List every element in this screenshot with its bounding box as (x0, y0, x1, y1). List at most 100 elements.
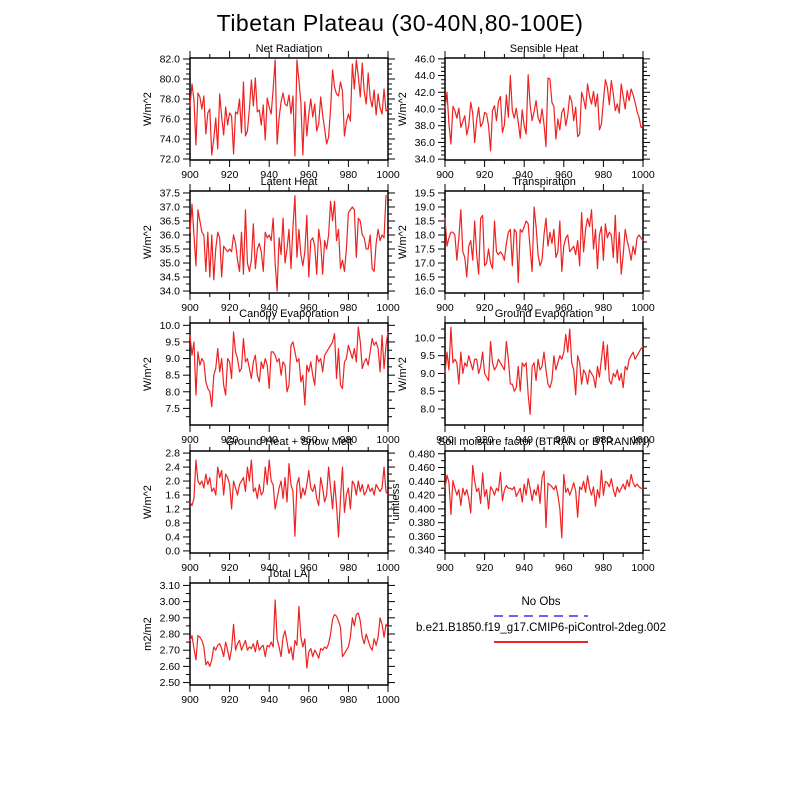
y-tick-label: 0.0 (165, 545, 180, 557)
legend: No Obs b.e21.B1850.f19_g17.CMIP6-piContr… (411, 595, 671, 643)
y-axis-unit-label: W/m^2 (397, 225, 409, 259)
y-tick-label: 0.4 (165, 531, 180, 543)
y-tick-label: 16.0 (415, 286, 436, 298)
y-tick-label: 10.0 (415, 332, 436, 344)
y-tick-label: 0.340 (409, 545, 435, 557)
y-axis-unit-label: W/m^2 (142, 225, 154, 259)
y-tick-label: 2.0 (165, 476, 180, 488)
x-tick-label: 900 (436, 434, 454, 446)
x-tick-label: 900 (181, 694, 199, 706)
y-tick-label: 8.0 (165, 386, 180, 398)
y-tick-label: 35.0 (160, 258, 181, 270)
y-tick-label: 35.5 (160, 244, 181, 256)
x-tick-label: 920 (221, 169, 239, 181)
x-tick-label: 920 (221, 694, 239, 706)
y-tick-label: 2.4 (165, 462, 180, 474)
panel-title: Net Radiation (256, 43, 323, 55)
x-tick-label: 920 (221, 302, 239, 314)
y-tick-label: 44.0 (415, 70, 436, 82)
chart-panel-latent-heat: Latent Heat 900 920 940 960 980 1000 34.0 34.5 35… (142, 176, 400, 314)
y-tick-label: 36.0 (160, 229, 181, 241)
x-tick-label: 960 (300, 694, 318, 706)
x-tick-label: 980 (595, 302, 613, 314)
series-line (189, 599, 389, 669)
y-tick-label: 2.8 (165, 448, 180, 460)
y-tick-label: 9.0 (165, 353, 180, 365)
y-tick-label: 9.0 (420, 368, 435, 380)
x-tick-label: 960 (300, 434, 318, 446)
y-axis-unit-label: W/m^2 (397, 92, 409, 126)
y-tick-label: 82.0 (160, 54, 181, 66)
y-tick-label: 78.0 (160, 94, 181, 106)
y-tick-label: 74.0 (160, 134, 181, 146)
x-tick-label: 940 (260, 562, 278, 574)
y-axis-unit-label: W/m^2 (142, 485, 154, 519)
axis-frame (189, 582, 389, 686)
x-tick-label: 920 (476, 434, 494, 446)
x-tick-label: 920 (476, 169, 494, 181)
panel-title: Canopy Evaporation (239, 308, 339, 320)
x-tick-label: 980 (340, 302, 358, 314)
y-tick-label: 37.5 (160, 187, 181, 199)
x-tick-label: 980 (340, 434, 358, 446)
x-tick-label: 940 (260, 434, 278, 446)
x-tick-label: 900 (181, 169, 199, 181)
legend-model-label: b.e21.B1850.f19_g17.CMIP6-piControl-2deg… (416, 622, 666, 634)
y-tick-label: 76.0 (160, 114, 181, 126)
chart-panel-ground-evaporation: Ground Evaporation 900 920 940 960 980 1000 8.0… (397, 308, 655, 446)
y-tick-label: 1.6 (165, 490, 180, 502)
chart-panel-canopy-evaporation: Canopy Evaporation 900 920 940 960 980 1000 7.5… (142, 308, 400, 446)
y-tick-label: 0.400 (409, 503, 435, 515)
y-tick-label: 34.5 (160, 272, 181, 284)
y-tick-label: 0.440 (409, 476, 435, 488)
x-tick-label: 1000 (376, 434, 400, 446)
y-tick-label: 7.5 (165, 403, 180, 415)
x-tick-label: 920 (221, 562, 239, 574)
x-tick-label: 1000 (376, 562, 400, 574)
y-axis-unit-label: W/m^2 (397, 357, 409, 391)
x-tick-label: 1000 (376, 302, 400, 314)
x-tick-label: 960 (300, 302, 318, 314)
panel-title: Sensible Heat (510, 43, 579, 55)
y-tick-label: 34.0 (160, 286, 181, 298)
y-tick-label: 18.0 (415, 229, 436, 241)
x-tick-label: 940 (260, 694, 278, 706)
x-tick-label: 980 (595, 562, 613, 574)
y-axis-unit-label: m2/m2 (142, 617, 154, 651)
y-tick-label: 9.5 (165, 336, 180, 348)
x-tick-label: 940 (515, 169, 533, 181)
chart-panel-net-radiation: Net Radiation 900 920 940 960 980 1000 72.0 74.0… (142, 43, 400, 181)
y-tick-label: 0.420 (409, 490, 435, 502)
panel-title: Transpiration (512, 176, 576, 188)
y-tick-label: 40.0 (415, 104, 436, 116)
y-tick-label: 36.0 (415, 137, 436, 149)
panel-title: Soil moisture factor (BTRAN or BTRANMN) (438, 436, 650, 448)
x-tick-label: 1000 (631, 302, 655, 314)
panel-title: Total LAI (268, 568, 311, 580)
x-tick-label: 920 (476, 302, 494, 314)
panel-title: Latent Heat (261, 176, 318, 188)
y-tick-label: 0.480 (409, 448, 435, 460)
y-tick-label: 2.80 (160, 629, 181, 641)
y-tick-label: 18.5 (415, 215, 436, 227)
axis-frame (444, 450, 644, 554)
x-tick-label: 920 (221, 434, 239, 446)
x-tick-label: 940 (515, 562, 533, 574)
x-tick-label: 980 (340, 169, 358, 181)
x-tick-label: 940 (260, 302, 278, 314)
x-tick-label: 960 (555, 434, 573, 446)
y-axis-unit-label: W/m^2 (142, 92, 154, 126)
y-tick-label: 8.0 (420, 404, 435, 416)
x-tick-label: 960 (300, 169, 318, 181)
y-tick-label: 46.0 (415, 53, 436, 65)
series-line (189, 59, 389, 157)
x-tick-label: 900 (181, 562, 199, 574)
x-tick-label: 920 (476, 562, 494, 574)
y-tick-label: 3.10 (160, 580, 181, 592)
y-tick-label: 0.360 (409, 531, 435, 543)
series-line (189, 326, 389, 408)
y-tick-label: 2.90 (160, 612, 181, 624)
y-tick-label: 36.5 (160, 215, 181, 227)
y-tick-label: 10.0 (160, 320, 181, 332)
axis-frame (444, 57, 644, 161)
